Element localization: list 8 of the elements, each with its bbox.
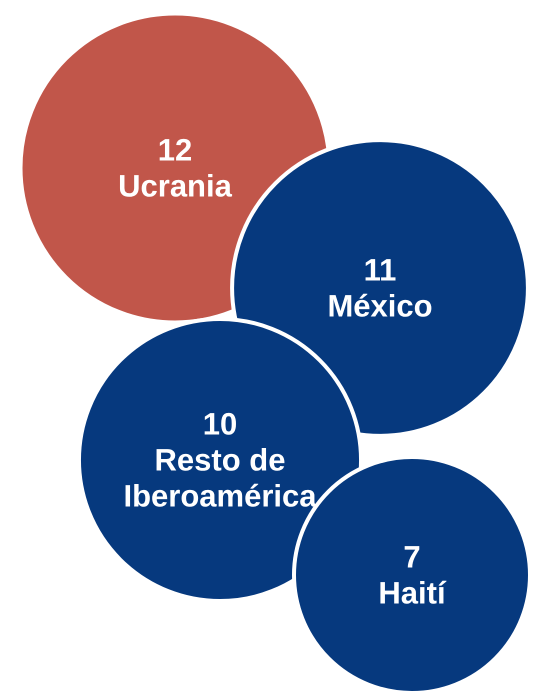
data-label: 10	[202, 406, 238, 442]
category-label: Resto de Iberoamérica	[124, 442, 318, 514]
category-label: Ucrania	[118, 168, 233, 204]
category-label: México	[327, 288, 433, 324]
data-label: 7	[403, 540, 421, 574]
category-label: Haití	[378, 576, 447, 610]
data-label: 12	[158, 132, 192, 168]
data-label: 11	[364, 252, 396, 288]
